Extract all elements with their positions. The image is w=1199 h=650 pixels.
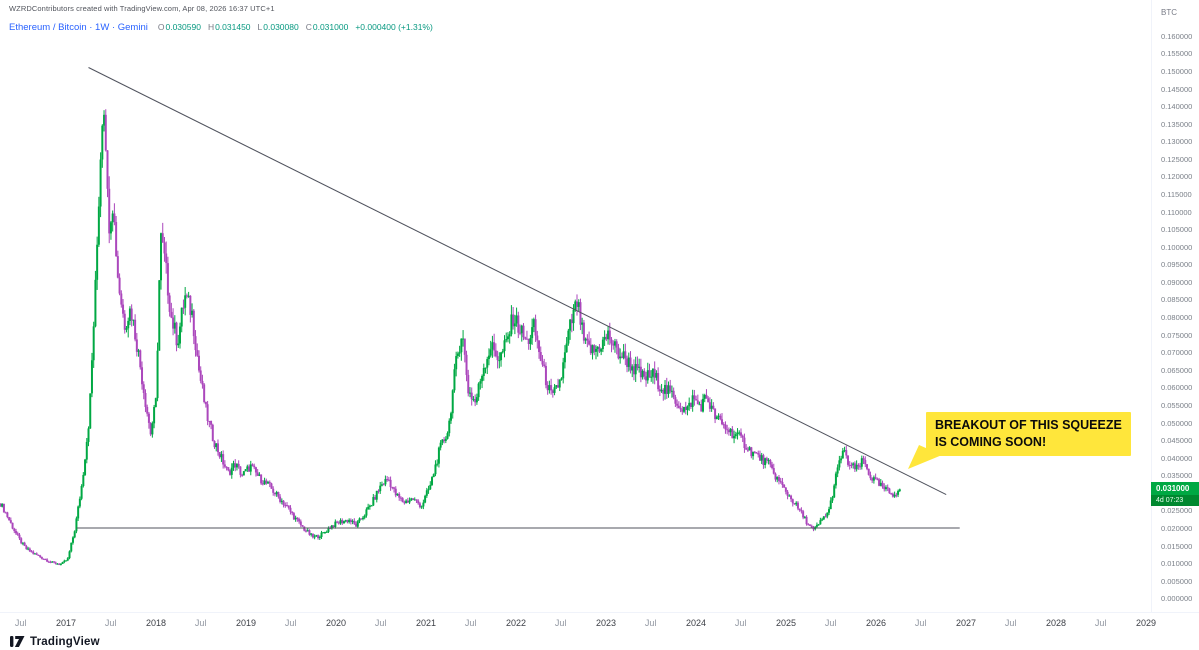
price-axis-label: 0.020000: [1161, 523, 1193, 533]
ohlc-low-value: 0.030080: [263, 22, 299, 32]
time-axis-label: 2021: [415, 618, 436, 628]
time-axis-label: Jul: [194, 618, 207, 628]
attribution-text: WZRDContributors created with TradingVie…: [9, 4, 275, 13]
price-axis-label: 0.105000: [1161, 225, 1193, 235]
price-axis-label: 0.065000: [1161, 365, 1193, 375]
tradingview-logo[interactable]: TradingView: [10, 636, 100, 648]
time-axis-label: 2020: [325, 618, 346, 628]
time-axis-label: Jul: [644, 618, 657, 628]
price-axis-label: 0.120000: [1161, 172, 1193, 182]
time-axis-label: 2025: [775, 618, 797, 628]
price-axis-label: 0.050000: [1161, 418, 1193, 428]
time-axis-label: Jul: [374, 618, 387, 628]
price-axis-label: 0.150000: [1161, 67, 1193, 76]
annotation-line1: BREAKOUT OF THIS SQUEEZE: [935, 418, 1122, 432]
axis-currency-label: BTC: [1161, 8, 1177, 17]
time-axis-label: Jul: [734, 618, 747, 628]
ohlc-high-value: 0.031450: [215, 22, 251, 32]
time-axis-label: Jul: [284, 618, 297, 628]
time-axis-label: 2029: [1135, 618, 1157, 628]
time-axis-label: Jul: [14, 618, 27, 628]
ohlc-high-label: H: [207, 22, 215, 32]
price-axis-label: 0.045000: [1161, 436, 1193, 446]
time-axis-label: 2024: [685, 618, 707, 628]
time-axis-label: 2028: [1045, 618, 1067, 628]
price-axis-label: 0.100000: [1161, 242, 1193, 252]
price-axis-label: 0.140000: [1161, 102, 1193, 112]
price-axis-label: 0.025000: [1161, 506, 1193, 516]
price-axis-label: 0.125000: [1161, 154, 1193, 164]
time-axis-label: Jul: [554, 618, 567, 628]
price-change: +0.000400 (+1.31%): [355, 22, 433, 32]
price-axis-label: 0.145000: [1161, 84, 1193, 94]
ohlc-values: O0.030590 H0.031450 L0.030080 C0.031000 …: [158, 22, 433, 32]
tradingview-logo-text: TradingView: [30, 636, 100, 648]
current-price-value: 0.031000: [1151, 482, 1199, 496]
price-axis-label: 0.095000: [1161, 260, 1193, 270]
price-axis-label: 0.110000: [1161, 207, 1192, 217]
symbol-title[interactable]: Ethereum / Bitcoin · 1W · Gemini: [9, 22, 148, 33]
candlestick-canvas[interactable]: [0, 0, 1150, 612]
time-axis-label: 2026: [865, 618, 887, 628]
price-axis-label: 0.080000: [1161, 313, 1193, 323]
price-axis-label: 0.130000: [1161, 137, 1193, 147]
annotation-line2: IS COMING SOON!: [935, 434, 1047, 449]
price-axis-label: 0.090000: [1161, 277, 1193, 287]
ohlc-open-label: O: [157, 22, 165, 32]
current-price-label: 0.031000 4d 07:23: [1151, 482, 1199, 507]
ohlc-close-label: C: [305, 22, 312, 32]
annotation-callout[interactable]: BREAKOUT OF THIS SQUEEZE IS COMING SOON!: [908, 412, 1131, 469]
time-axis[interactable]: 2017 2018 2019 2020 2021 2022 2023 2024 2025 2026…: [0, 612, 1199, 635]
time-axis-label: Jul: [104, 618, 117, 628]
time-axis-label: 2017: [55, 618, 76, 628]
ohlc-low: L0.030080: [258, 22, 299, 32]
price-axis-label: 0.015000: [1161, 541, 1193, 551]
price-axis-label: 0.040000: [1161, 453, 1193, 463]
time-axis-label: 2018: [145, 618, 166, 628]
annotation-pointer-icon: [908, 445, 942, 469]
time-axis-label: Jul: [914, 618, 927, 628]
time-axis-label: 2023: [595, 618, 617, 628]
price-axis-label: 0.135000: [1161, 119, 1193, 129]
symbol-info-row: Ethereum / Bitcoin · 1W · Gemini O0.0305…: [9, 22, 433, 33]
tradingview-logo-icon: [10, 636, 25, 647]
time-axis-label: Jul: [1004, 618, 1017, 628]
ohlc-close-value: 0.031000: [312, 22, 349, 32]
ohlc-high: H0.031450: [208, 22, 251, 32]
ohlc-open-value: 0.030590: [165, 22, 201, 32]
price-axis-label: 0.155000: [1161, 49, 1193, 59]
price-axis-label: 0.160000: [1161, 31, 1193, 41]
time-axis-label: 2022: [505, 618, 527, 628]
time-axis-label: Jul: [1094, 618, 1107, 628]
time-axis-label: 2019: [235, 618, 256, 628]
price-axis-label: 0.085000: [1161, 295, 1193, 305]
time-axis-label: 2027: [955, 618, 977, 628]
price-axis-label: 0.005000: [1161, 576, 1193, 586]
price-axis-label: 0.070000: [1161, 348, 1193, 358]
price-axis-label: 0.055000: [1161, 400, 1193, 410]
footer-bar: TradingView: [0, 634, 1199, 650]
price-axis-label: 0.000000: [1161, 594, 1193, 604]
ohlc-low-label: L: [257, 22, 263, 32]
time-axis-label: Jul: [824, 618, 837, 628]
ohlc-open: O0.030590: [158, 22, 201, 32]
bar-close-countdown: 4d 07:23: [1151, 495, 1199, 507]
price-axis-label: 0.115000: [1161, 190, 1192, 200]
ohlc-close: C0.031000: [306, 22, 349, 32]
price-axis[interactable]: BTC -0.0050000.0000000.0050000.0100000.0…: [1151, 0, 1199, 634]
price-axis-label: 0.075000: [1161, 330, 1193, 340]
price-axis-label: 0.010000: [1161, 559, 1193, 569]
price-axis-label: 0.060000: [1161, 383, 1193, 393]
time-axis-label: Jul: [464, 618, 477, 628]
price-axis-label: 0.035000: [1161, 471, 1193, 481]
